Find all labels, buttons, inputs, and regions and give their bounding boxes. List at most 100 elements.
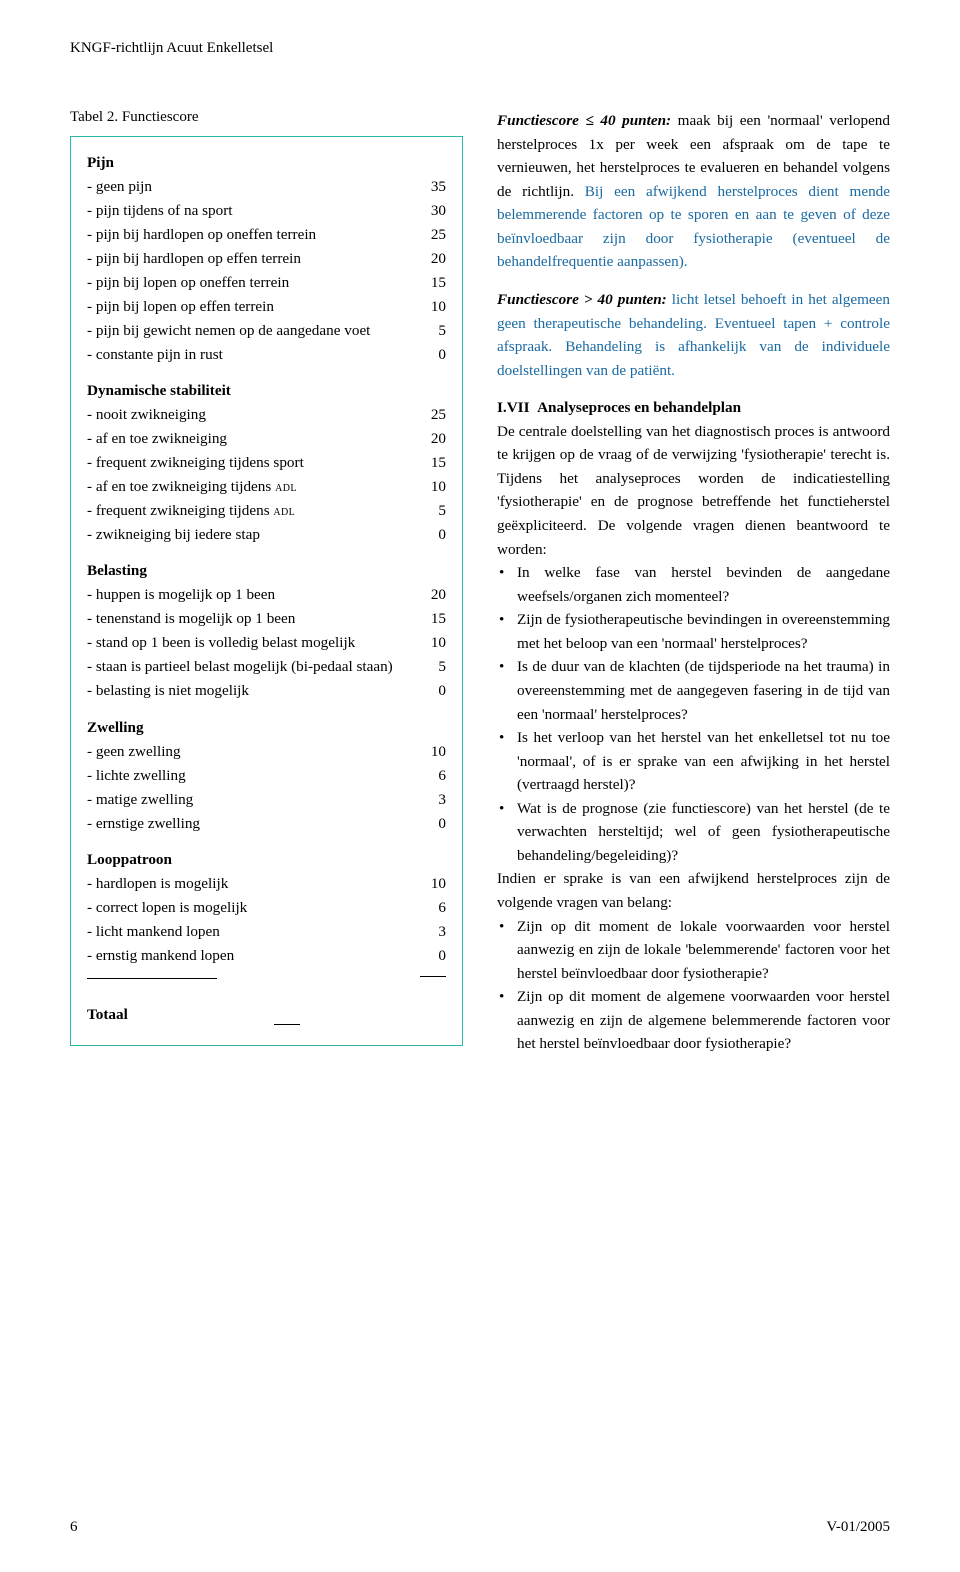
score-value: 15 [424, 451, 446, 475]
score-label: - hardlopen is mogelijk [87, 872, 424, 896]
page: KNGF-richtlijn Acuut Enkelletsel Tabel 2… [0, 0, 960, 1572]
score-row: - correct lopen is mogelijk6 [87, 896, 446, 920]
lead-gt40: Functiescore > 40 punten: [497, 291, 667, 308]
section-head-loop: Looppatroon [87, 848, 446, 872]
score-row: - frequent zwikneiging tijdens sport15 [87, 451, 446, 475]
score-row: - frequent zwikneiging tijdens adl5 [87, 499, 446, 523]
score-value: 10 [424, 631, 446, 655]
score-row: - licht mankend lopen3 [87, 920, 446, 944]
score-label: - stand op 1 been is volledig belast mog… [87, 631, 424, 655]
score-label: - frequent zwikneiging tijdens sport [87, 451, 424, 475]
score-value: 3 [424, 920, 446, 944]
score-label: - staan is partieel belast mogelijk (bi-… [87, 655, 424, 679]
list-item: Is de duur van de klachten (de tijdsperi… [497, 655, 890, 726]
score-value: 0 [424, 343, 446, 367]
score-value: 15 [424, 607, 446, 631]
body-para: Indien er sprake is van een afwijkend he… [497, 867, 890, 914]
rule-short [87, 978, 217, 979]
score-label: - zwikneiging bij iedere stap [87, 523, 424, 547]
score-row: - pijn bij lopen op effen terrein10 [87, 295, 446, 319]
list-item: Zijn op dit moment de algemene voorwaard… [497, 985, 890, 1056]
score-label: - af en toe zwikneiging tijdens adl [87, 475, 424, 499]
list-item: Zijn op dit moment de lokale voorwaarden… [497, 915, 890, 986]
two-column-layout: Tabel 2. Functiescore Pijn - geen pijn35… [70, 109, 890, 1056]
score-label: - tenenstand is mogelijk op 1 been [87, 607, 424, 631]
score-row: - ernstige zwelling0 [87, 812, 446, 836]
score-value: 20 [424, 427, 446, 451]
score-label: - geen zwelling [87, 740, 424, 764]
score-value: 10 [424, 740, 446, 764]
score-label: - pijn bij hardlopen op effen terrein [87, 247, 424, 271]
running-head: KNGF-richtlijn Acuut Enkelletsel [70, 40, 890, 57]
score-row: - af en toe zwikneiging20 [87, 427, 446, 451]
score-row: - lichte zwelling6 [87, 764, 446, 788]
score-label: - correct lopen is mogelijk [87, 896, 424, 920]
score-label: - ernstige zwelling [87, 812, 424, 836]
bullet-list-2: Zijn op dit moment de lokale voorwaarden… [497, 915, 890, 1056]
section-head-belasting: Belasting [87, 559, 446, 583]
score-row: - pijn bij lopen op oneffen terrein15 [87, 271, 446, 295]
score-value: 10 [424, 475, 446, 499]
score-label: - pijn bij hardlopen op oneffen terrein [87, 223, 424, 247]
para-functiescore-gt40: Functiescore > 40 punten: licht letsel b… [497, 288, 890, 382]
score-row: - geen zwelling10 [87, 740, 446, 764]
score-label-sc: adl [273, 504, 295, 519]
score-value: 10 [424, 872, 446, 896]
section-head-dyn: Dynamische stabiliteit [87, 379, 446, 403]
score-label-pre: - af en toe zwikneiging tijdens [87, 478, 275, 495]
score-value: 0 [424, 679, 446, 703]
score-label: - ernstig mankend lopen [87, 944, 424, 968]
right-column: Functiescore ≤ 40 punten: maak bij een '… [497, 109, 890, 1056]
page-footer: 6 V-01/2005 [70, 1519, 890, 1536]
score-value: 30 [424, 199, 446, 223]
score-row: - belasting is niet mogelijk0 [87, 679, 446, 703]
score-label: - frequent zwikneiging tijdens adl [87, 499, 424, 523]
score-row: - matige zwelling3 [87, 788, 446, 812]
score-row: - nooit zwikneiging25 [87, 403, 446, 427]
score-value: 15 [424, 271, 446, 295]
score-row: - pijn tijdens of na sport30 [87, 199, 446, 223]
score-row: - zwikneiging bij iedere stap0 [87, 523, 446, 547]
score-value: 20 [424, 583, 446, 607]
score-value: 25 [424, 223, 446, 247]
score-label: - matige zwelling [87, 788, 424, 812]
score-row: - hardlopen is mogelijk10 [87, 872, 446, 896]
score-label: - pijn bij lopen op effen terrein [87, 295, 424, 319]
score-row: - ernstig mankend lopen0 [87, 944, 446, 968]
list-item: In welke fase van herstel bevinden de aa… [497, 561, 890, 608]
table-caption: Tabel 2. Functiescore [70, 109, 463, 126]
doc-code: V-01/2005 [826, 1519, 890, 1536]
list-item: Is het verloop van het herstel van het e… [497, 726, 890, 797]
list-item: Zijn de fysiotherapeutische bevindingen … [497, 608, 890, 655]
score-label: - huppen is mogelijk op 1 been [87, 583, 424, 607]
score-row: - geen pijn35 [87, 175, 446, 199]
score-value: 5 [424, 655, 446, 679]
score-value: 20 [424, 247, 446, 271]
score-value: 0 [424, 944, 446, 968]
lead-le40: Functiescore ≤ 40 punten: [497, 112, 671, 129]
score-label: - pijn bij gewicht nemen op de aangedane… [87, 319, 424, 343]
score-value: 5 [424, 499, 446, 523]
score-row: - pijn bij hardlopen op effen terrein20 [87, 247, 446, 271]
page-number: 6 [70, 1519, 78, 1536]
score-label: - af en toe zwikneiging [87, 427, 424, 451]
score-value: 0 [424, 812, 446, 836]
section-head-pijn: Pijn [87, 151, 446, 175]
score-label: - lichte zwelling [87, 764, 424, 788]
score-label: - licht mankend lopen [87, 920, 424, 944]
score-label: - constante pijn in rust [87, 343, 424, 367]
score-value: 35 [424, 175, 446, 199]
score-row: - pijn bij gewicht nemen op de aangedane… [87, 319, 446, 343]
score-row: - constante pijn in rust0 [87, 343, 446, 367]
subhead-analyseproces: I.VII Analyseproces en behandelplan [497, 396, 890, 420]
section-head-zwelling: Zwelling [87, 716, 446, 740]
score-value: 25 [424, 403, 446, 427]
score-value: 6 [424, 896, 446, 920]
score-value: 5 [424, 319, 446, 343]
list-item: Wat is de prognose (zie functiescore) va… [497, 797, 890, 868]
left-column: Tabel 2. Functiescore Pijn - geen pijn35… [70, 109, 463, 1056]
score-label: - pijn tijdens of na sport [87, 199, 424, 223]
rule-tiny [274, 1024, 300, 1025]
score-label-sc: adl [275, 480, 297, 495]
body-para: De centrale doelstelling van het diagnos… [497, 420, 890, 561]
